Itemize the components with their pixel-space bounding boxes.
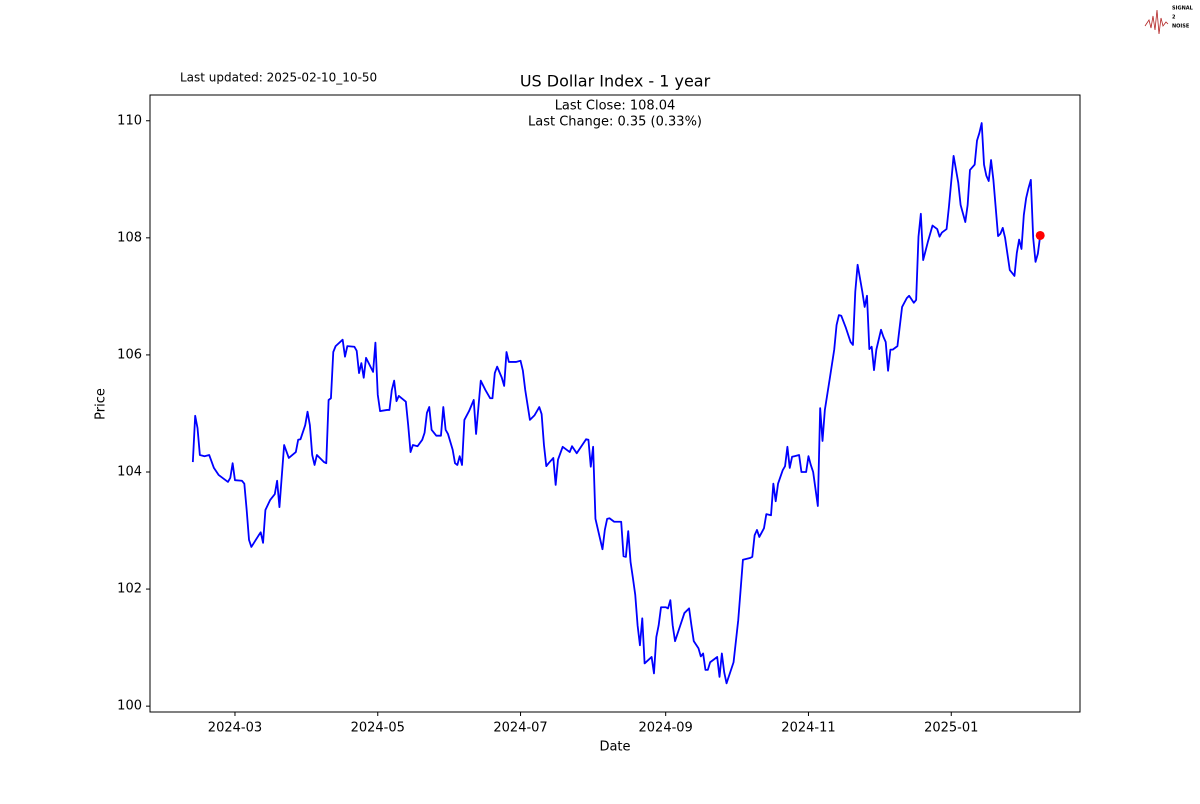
last-close-marker (1035, 230, 1045, 240)
last-updated: Last updated: 2025-02-10_10-50 (180, 71, 377, 85)
x-tick-label: 2025-01 (924, 721, 978, 736)
price-line (191, 122, 1042, 685)
x-tick-label: 2024-09 (639, 721, 693, 736)
x-tick-label: 2024-03 (208, 721, 262, 736)
logo-text: NOISE (1172, 24, 1190, 30)
logo: SIGNAL 2 NOISE (1144, 6, 1194, 35)
chart-title: US Dollar Index - 1 year (520, 72, 711, 91)
y-tick-label: 102 (117, 582, 142, 597)
annotation: Last Close: 108.04 (555, 99, 676, 114)
x-axis-label: Date (599, 740, 630, 755)
y-tick-label: 110 (117, 113, 142, 128)
plot-frame (149, 94, 1081, 713)
logo-text: 2 (1172, 15, 1176, 21)
y-tick-label: 106 (117, 347, 142, 362)
y-tick-label: 100 (117, 699, 142, 714)
annotation: Last Change: 0.35 (0.33%) (528, 115, 702, 130)
logo-wave (1144, 9, 1169, 35)
y-tick-label: 104 (117, 464, 142, 479)
x-tick-label: 2024-11 (781, 721, 835, 736)
x-tick-label: 2024-05 (351, 721, 405, 736)
y-tick-label: 108 (117, 230, 142, 245)
y-axis-label: Price (94, 388, 109, 420)
x-tick-label: 2024-07 (493, 721, 547, 736)
logo-text: SIGNAL (1172, 6, 1194, 12)
